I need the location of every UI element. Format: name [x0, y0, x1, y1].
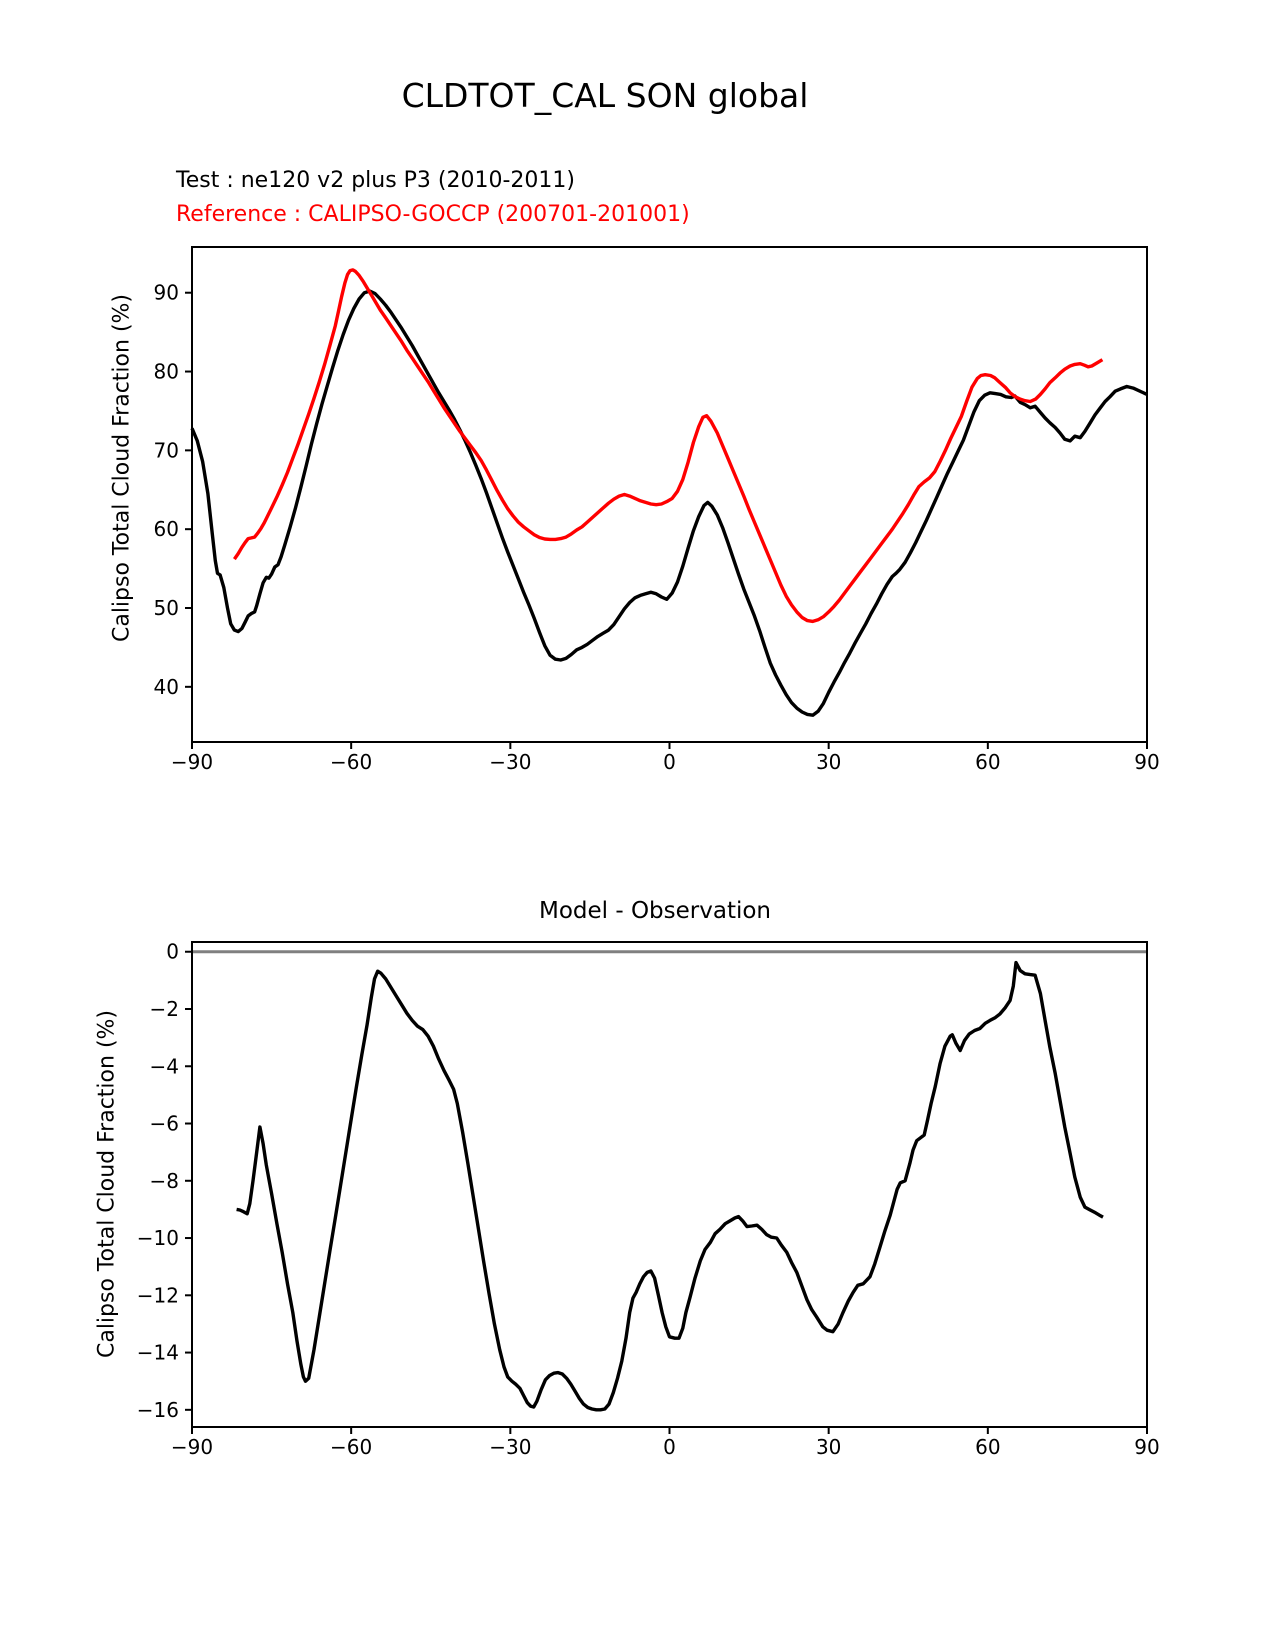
- figure-title: CLDTOT_CAL SON global: [401, 76, 809, 115]
- x-tick-label: 60: [975, 1435, 1000, 1459]
- y-tick-label: −10: [137, 1226, 179, 1250]
- x-tick-label: 0: [663, 1435, 676, 1459]
- y-tick-label: 80: [154, 360, 179, 384]
- y-tick-label: −16: [137, 1398, 179, 1422]
- x-tick-label: 0: [663, 750, 676, 774]
- legend-test-label: Test : ne120 v2 plus P3 (2010-2011): [176, 168, 576, 193]
- y-tick-label: 90: [154, 281, 179, 305]
- bottom-panel-title: Model - Observation: [538, 898, 772, 924]
- y-tick-label: 0: [166, 940, 179, 964]
- legend-reference-label: Reference : CALIPSO-GOCCP (200701-201001…: [176, 202, 690, 227]
- x-tick-label: 30: [816, 1435, 841, 1459]
- y-tick-label: −2: [150, 997, 179, 1021]
- x-tick-label: 90: [1134, 750, 1159, 774]
- y-tick-label: 40: [154, 675, 179, 699]
- x-tick-label: 30: [816, 750, 841, 774]
- y-tick-label: −14: [137, 1341, 179, 1365]
- x-tick-label: 60: [975, 750, 1000, 774]
- x-tick-label: −60: [330, 1435, 372, 1459]
- x-tick-label: −90: [171, 750, 213, 774]
- x-tick-label: −30: [489, 1435, 531, 1459]
- x-tick-label: −60: [330, 750, 372, 774]
- x-tick-label: −90: [171, 1435, 213, 1459]
- x-tick-label: −30: [489, 750, 531, 774]
- y-tick-label: −12: [137, 1283, 179, 1307]
- y-tick-label: −4: [150, 1054, 179, 1078]
- y-tick-label: 60: [154, 517, 179, 541]
- y-tick-label: 70: [154, 438, 179, 462]
- y-tick-label: −8: [150, 1169, 179, 1193]
- y-tick-label: 50: [154, 596, 179, 620]
- x-tick-label: 90: [1134, 1435, 1159, 1459]
- axes-frame: [191, 941, 1148, 1428]
- reference-line: [233, 268, 1104, 624]
- test-line: [190, 289, 1148, 717]
- y-tick-label: −6: [150, 1112, 179, 1136]
- difference-line: [236, 960, 1104, 1412]
